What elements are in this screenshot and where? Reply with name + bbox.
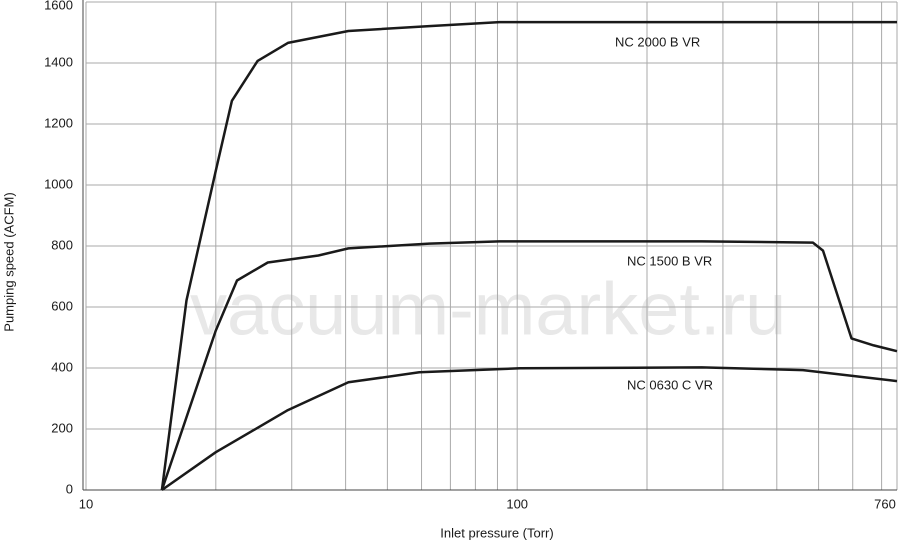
x-tick-label: 100 — [506, 496, 528, 511]
y-tick-label: 0 — [66, 481, 73, 496]
x-axis-title: Inlet pressure (Torr) — [440, 525, 553, 540]
series-label: NC 1500 B VR — [627, 253, 712, 268]
watermark: vacuum-market.ru — [190, 268, 786, 351]
y-tick-label: 1600 — [44, 0, 73, 12]
y-tick-label: 600 — [51, 298, 73, 313]
series-line — [160, 20, 897, 491]
x-tick-label: 10 — [79, 496, 93, 511]
y-tick-label: 400 — [51, 359, 73, 374]
series-label: NC 2000 B VR — [615, 34, 700, 49]
y-tick-label: 200 — [51, 420, 73, 435]
series-line — [161, 366, 898, 492]
y-tick-label: 1000 — [44, 176, 73, 191]
series-label: NC 0630 C VR — [627, 377, 713, 392]
x-tick-label: 760 — [874, 496, 896, 511]
y-tick-label: 1400 — [44, 54, 73, 69]
series-line — [160, 240, 898, 491]
y-tick-label: 800 — [51, 237, 73, 252]
y-axis-title: Pumping speed (ACFM) — [1, 192, 16, 331]
y-tick-label: 1200 — [44, 115, 73, 130]
